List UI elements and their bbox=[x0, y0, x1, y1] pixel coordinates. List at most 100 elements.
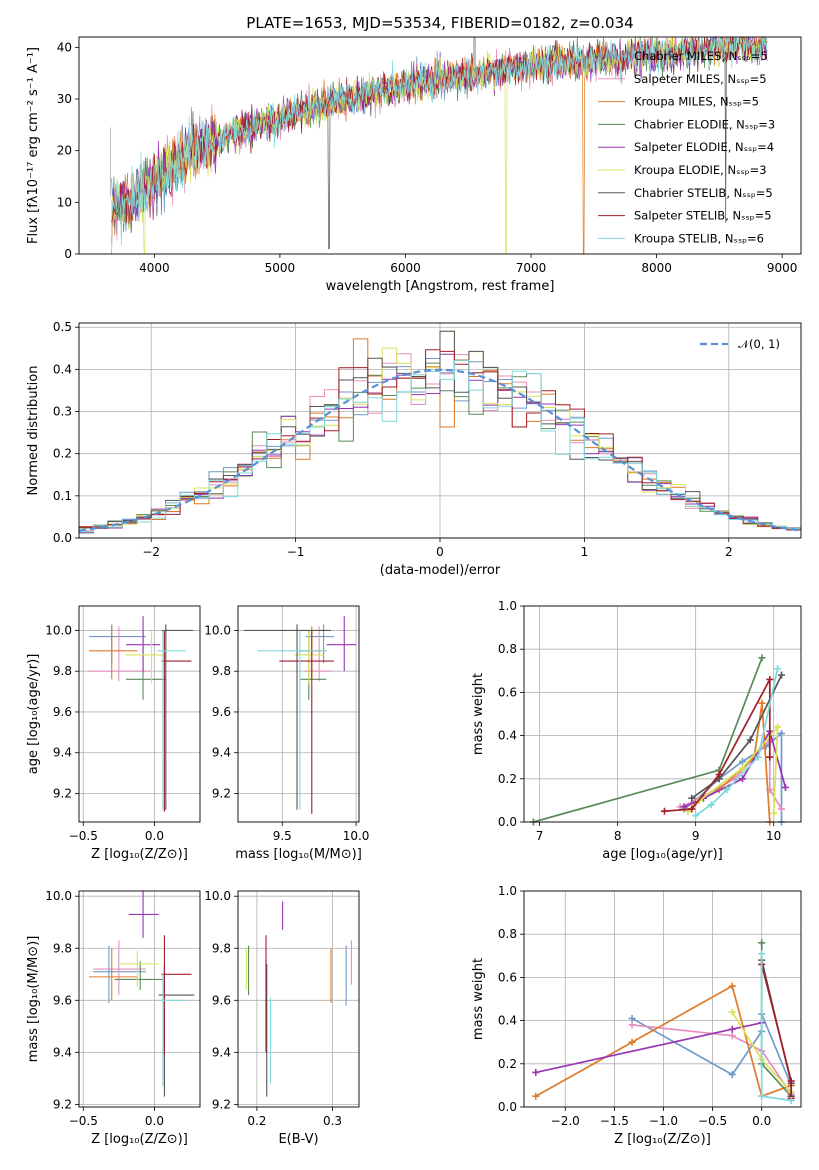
y-tick-label: 0.5 bbox=[53, 320, 72, 334]
y-tick-label: 0.4 bbox=[53, 362, 72, 376]
x-axis-label: Z [log₁₀(Z/Z⊙)] bbox=[91, 1132, 188, 1147]
axes-frame bbox=[523, 605, 802, 823]
y-tick-label: 9.6 bbox=[53, 993, 72, 1007]
mass-weight-point bbox=[774, 723, 782, 731]
y-tick-label: 0.0 bbox=[53, 531, 72, 545]
mass-weight-point bbox=[787, 1077, 795, 1085]
figure-title: PLATE=1653, MJD=53534, FIBERID=0182, z=0… bbox=[246, 14, 633, 32]
y-tick-label: 0.8 bbox=[498, 642, 517, 656]
mass-weight-point bbox=[728, 1032, 736, 1040]
plot-area bbox=[78, 330, 801, 534]
legend-entry: Chabrier MILES, Nₛₛₚ=5 bbox=[634, 49, 768, 63]
y-tick-label: 10.0 bbox=[204, 623, 231, 637]
mass-weight-point bbox=[628, 1014, 636, 1022]
mass-weight-point bbox=[777, 805, 785, 813]
x-tick-label: 1 bbox=[581, 545, 589, 559]
plot-area bbox=[88, 616, 193, 812]
axes-frame bbox=[237, 605, 360, 823]
y-tick-label: 9.2 bbox=[53, 786, 72, 800]
mass-weight-point bbox=[746, 736, 754, 744]
mass-weight-line bbox=[535, 1021, 762, 1074]
mass-weight-point bbox=[688, 805, 696, 813]
y-tick-label: 20 bbox=[57, 144, 72, 158]
y-tick-label: 10 bbox=[57, 195, 72, 209]
legend-entry: 𝒩(0, 1) bbox=[738, 337, 780, 351]
x-tick-label: 10 bbox=[766, 829, 781, 843]
x-tick-label: −1.5 bbox=[600, 1114, 629, 1128]
y-tick-label: 9.6 bbox=[212, 993, 231, 1007]
x-tick-label: 0.2 bbox=[247, 1114, 266, 1128]
mass-weight-point bbox=[766, 675, 774, 683]
y-tick-label: 9.2 bbox=[212, 786, 231, 800]
y-tick-label: 0.6 bbox=[498, 970, 517, 984]
mass-weight-point bbox=[766, 753, 774, 761]
mass-weight-point bbox=[660, 807, 668, 815]
legend-entry: Chabrier STELIB, Nₛₛₚ=5 bbox=[634, 186, 773, 200]
y-tick-label: 9.6 bbox=[53, 705, 72, 719]
y-tick-label: 9.2 bbox=[53, 1097, 72, 1111]
y-tick-label: 9.4 bbox=[53, 1045, 72, 1059]
x-axis-label: Z [log₁₀(Z/Z⊙)] bbox=[91, 847, 188, 862]
mass-weight-vs-metallicity-panel: −2.0 −1.5 −1.0 −0.5 0.0 0.0 0.2 0.4 0.6 0.8 1.0 Z [… bbox=[471, 884, 802, 1147]
grid bbox=[524, 890, 801, 1108]
x-tick-label: 9000 bbox=[767, 261, 798, 275]
x-axis-label: age [log₁₀(age/yr)] bbox=[602, 847, 723, 862]
mass-vs-ebv-panel: 0.2 0.3 9.2 9.4 9.6 9.8 10.0 E(B-V) bbox=[204, 889, 360, 1147]
x-tick-label: 0.0 bbox=[145, 1114, 164, 1128]
mass-weight-line bbox=[631, 1024, 792, 1095]
y-tick-label: 10.0 bbox=[45, 623, 72, 637]
axes-frame bbox=[523, 890, 802, 1108]
y-tick-label: 9.8 bbox=[212, 664, 231, 678]
mass-weight-point bbox=[777, 671, 785, 679]
x-axis-label: wavelength [Angstrom, rest frame] bbox=[326, 279, 555, 294]
mass-weight-point bbox=[758, 939, 766, 947]
grid bbox=[79, 606, 200, 822]
x-tick-label: 8000 bbox=[641, 261, 672, 275]
x-axis-label: mass [log₁₀(M/M⊙)] bbox=[235, 847, 362, 862]
plot-area bbox=[532, 939, 795, 1105]
mass-weight-point bbox=[787, 1097, 795, 1105]
y-axis-label: mass weight bbox=[471, 958, 486, 1040]
legend-entry: Salpeter MILES, Nₛₛₚ=5 bbox=[634, 72, 767, 86]
y-tick-label: 1.0 bbox=[498, 599, 517, 613]
mass-weight-point bbox=[723, 786, 731, 794]
x-axis-label: (data-model)/error bbox=[380, 563, 501, 578]
mass-weight-point bbox=[707, 801, 715, 809]
y-tick-label: 0.0 bbox=[498, 1100, 517, 1114]
mass-weight-point bbox=[738, 758, 746, 766]
y-tick-label: 0.2 bbox=[498, 1057, 517, 1071]
x-tick-label: 0.0 bbox=[752, 1114, 771, 1128]
mass-weight-point bbox=[758, 950, 766, 958]
y-tick-label: 0.2 bbox=[498, 772, 517, 786]
x-axis-label: E(B-V) bbox=[278, 1132, 318, 1147]
y-tick-label: 9.4 bbox=[53, 746, 72, 760]
x-tick-label: 2 bbox=[725, 545, 733, 559]
mass-weight-point bbox=[770, 809, 778, 817]
y-axis-label: Normed distribution bbox=[26, 366, 41, 496]
spectrum-panel: 4000 5000 6000 7000 8000 9000 0 10 20 30 40 wavelen… bbox=[26, 35, 802, 294]
plot-area bbox=[245, 901, 352, 1097]
legend-entry: Kroupa STELIB, Nₛₛₚ=6 bbox=[634, 231, 764, 245]
histogram-step bbox=[79, 330, 801, 529]
x-tick-label: 6000 bbox=[390, 261, 421, 275]
age-vs-metallicity-panel: −0.5 0.0 9.2 9.4 9.6 9.8 10.0 Z [log₁₀(Z/Z⊙)] ag… bbox=[26, 605, 201, 862]
x-tick-label: −0.5 bbox=[69, 829, 98, 843]
normal-curve bbox=[78, 368, 799, 532]
axes-frame bbox=[237, 890, 360, 1108]
x-tick-label: 7000 bbox=[516, 261, 547, 275]
mass-weight-point bbox=[688, 794, 696, 802]
y-axis-label: Flux [fλ10⁻¹⁷ erg cm⁻² s⁻¹ A⁻¹] bbox=[26, 47, 41, 244]
grid bbox=[79, 891, 200, 1107]
x-tick-label: −1 bbox=[287, 545, 305, 559]
axes-frame bbox=[78, 36, 802, 255]
mass-weight-point bbox=[692, 812, 700, 820]
mass-weight-line bbox=[533, 657, 763, 823]
x-tick-label: −1.0 bbox=[649, 1114, 678, 1128]
y-tick-label: 40 bbox=[57, 40, 72, 54]
y-tick-label: 0.1 bbox=[53, 489, 72, 503]
mass-weight-point bbox=[781, 783, 789, 791]
mass-weight-point bbox=[738, 775, 746, 783]
y-tick-label: 30 bbox=[57, 92, 72, 106]
mass-weight-point bbox=[777, 729, 785, 737]
